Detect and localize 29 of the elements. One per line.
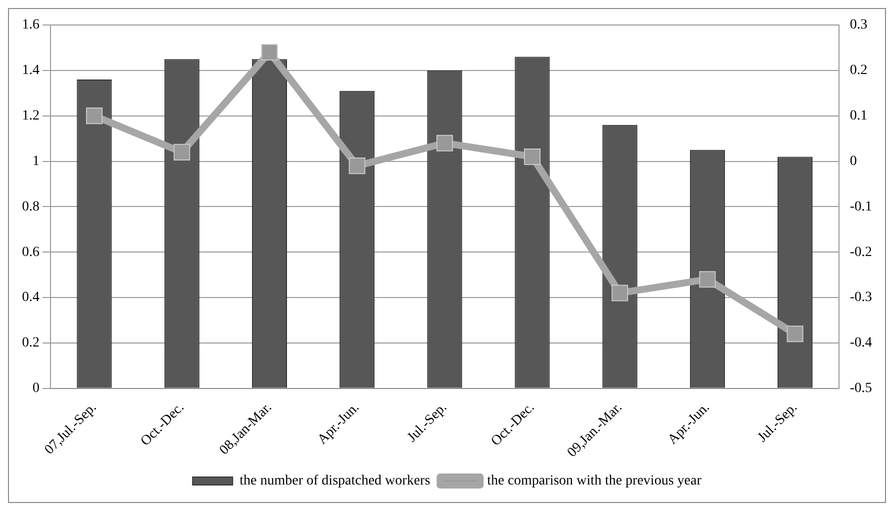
y-tick-label: 0 <box>32 381 40 396</box>
y2-tick-label: 0.2 <box>850 63 868 78</box>
point <box>174 144 190 160</box>
y-tick-label: 1 <box>32 154 40 169</box>
y-tick-label: 0.8 <box>22 199 40 214</box>
y2-tick-label: -0.4 <box>850 336 872 351</box>
y2-tick-label: -0.5 <box>850 381 872 396</box>
point <box>699 271 716 288</box>
y2-tick-label: -0.1 <box>850 199 872 214</box>
y2-tick-label: 0.1 <box>850 108 868 124</box>
point <box>86 108 103 124</box>
point <box>436 134 453 152</box>
point <box>786 326 804 342</box>
y2-tick-label: 0.3 <box>850 18 868 33</box>
legend-label: the comparison with the previous year <box>487 474 702 489</box>
point <box>261 44 278 61</box>
y2-tick-label: -0.3 <box>850 290 872 306</box>
y2-tick-label: 0 <box>850 154 857 169</box>
y-tick-label: 1.4 <box>22 63 40 78</box>
y-tick-label: 0.4 <box>22 290 40 306</box>
y2-tick-label: -0.2 <box>850 244 872 260</box>
legend-label: the number of dispatched workers <box>240 474 430 489</box>
y-tick-label: 1.6 <box>22 18 40 33</box>
point <box>612 284 628 302</box>
y-tick-label: 0.2 <box>22 336 40 351</box>
point <box>348 158 366 174</box>
y-tick-label: 0.6 <box>22 244 40 260</box>
point <box>524 148 541 165</box>
y-tick-label: 1.2 <box>22 108 40 124</box>
